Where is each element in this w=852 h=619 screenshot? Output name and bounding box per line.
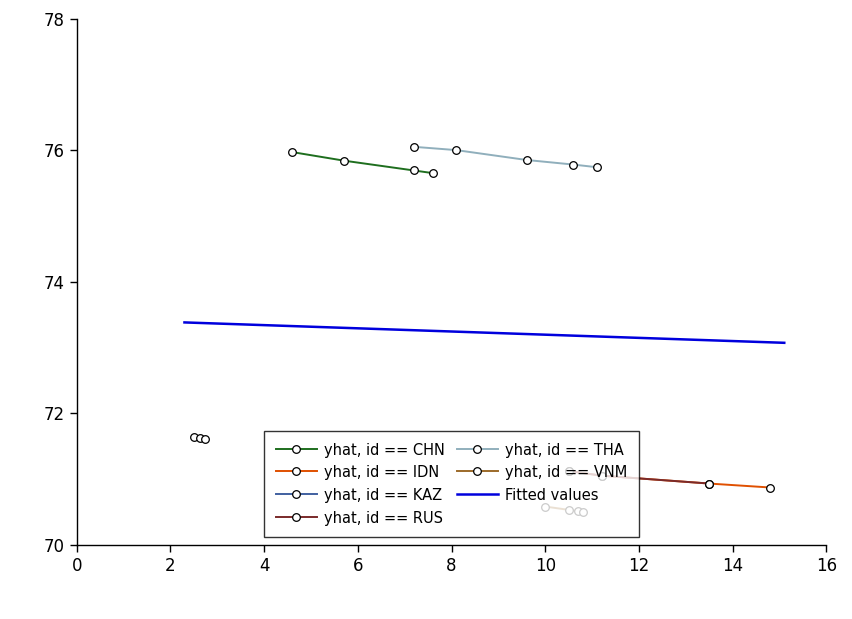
Legend: yhat, id == CHN, yhat, id == IDN, yhat, id == KAZ, yhat, id == RUS, yhat, id == : yhat, id == CHN, yhat, id == IDN, yhat, … <box>264 431 639 537</box>
